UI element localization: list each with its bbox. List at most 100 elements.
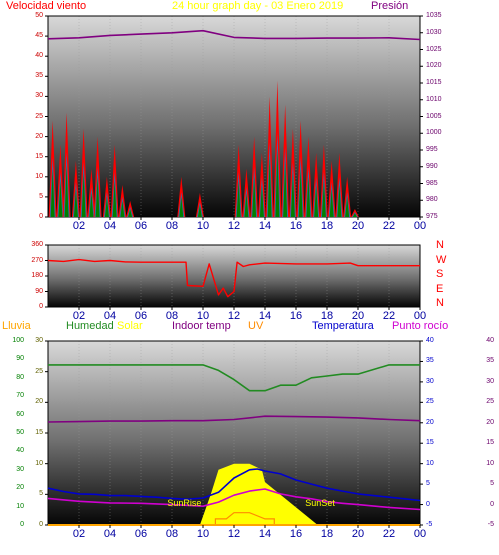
wind-average-bar bbox=[306, 176, 311, 217]
wind-chart-x-tick-label: 12 bbox=[227, 220, 241, 232]
pressure-y-tick-label: 1000 bbox=[426, 129, 442, 137]
humidity-chart-x-tick-label: 20 bbox=[351, 528, 365, 540]
pressure-y-tick-label: 995 bbox=[426, 146, 438, 153]
wind-average-bar bbox=[112, 180, 117, 217]
humidity-chart-x-tick-label: 04 bbox=[103, 528, 117, 540]
wind-average-bar bbox=[50, 168, 55, 217]
direction-chart-x-tick-label: 00 bbox=[413, 310, 427, 322]
wind-chart-x-tick-label: 18 bbox=[320, 220, 334, 232]
dew-y-tick-label: 40 bbox=[486, 337, 494, 344]
rain-y-tick-label: 60 bbox=[16, 410, 24, 418]
wind-average-bar bbox=[259, 184, 264, 217]
pressure-y-tick-label: 1005 bbox=[426, 112, 442, 120]
dew-y-tick-label: 0 bbox=[490, 500, 494, 508]
uv-line bbox=[214, 512, 275, 526]
wind-y-tick-label: 5 bbox=[39, 192, 43, 200]
dew-y-tick-label: 5 bbox=[490, 480, 494, 488]
pressure-y-tick-label: 985 bbox=[426, 179, 438, 187]
legend-rain: Lluvia bbox=[2, 320, 31, 332]
wind-y-tick-label: 35 bbox=[35, 72, 43, 80]
rain-y-tick-label: 20 bbox=[16, 484, 24, 492]
sunrise-annotation: SunRise bbox=[167, 498, 202, 508]
wind-average-bar bbox=[197, 204, 202, 217]
solar-y-tick-label: 5 bbox=[39, 490, 43, 498]
humidity-chart-x-tick-label: 22 bbox=[382, 528, 396, 540]
rain-y-tick-label: 80 bbox=[16, 373, 24, 381]
wind-average-bar bbox=[64, 164, 69, 217]
humidity-chart-x-tick-label: 08 bbox=[165, 528, 179, 540]
humidity-chart-x-tick-label: 00 bbox=[413, 528, 427, 540]
direction-chart-x-tick-label: 06 bbox=[134, 310, 148, 322]
wind-average-bar bbox=[345, 196, 350, 217]
direction-chart-x-tick-label: 16 bbox=[289, 310, 303, 322]
solar-y-tick-label: 25 bbox=[35, 367, 43, 375]
pressure-y-tick-label: 1035 bbox=[426, 12, 442, 19]
direction-y-tick-label: 360 bbox=[31, 241, 43, 248]
chart-title: 24 hour graph day - 03 Enero 2019 bbox=[172, 0, 344, 12]
solar-y-tick-label: 20 bbox=[35, 398, 43, 406]
humidity-chart-x-tick-label: 14 bbox=[258, 528, 272, 540]
wind-y-tick-label: 0 bbox=[39, 213, 43, 220]
direction-chart-x-tick-label: 14 bbox=[258, 310, 272, 322]
wind-average-bar bbox=[236, 180, 241, 217]
temp-y-tick-label: 30 bbox=[426, 377, 434, 385]
compass-label-n: N bbox=[436, 297, 444, 309]
rain-y-tick-label: 70 bbox=[16, 392, 24, 400]
wind-speed-label: Velocidad viento bbox=[6, 0, 87, 12]
dew-y-tick-label: 30 bbox=[486, 377, 494, 385]
humidity-chart-x-tick-label: 16 bbox=[289, 528, 303, 540]
wind-y-tick-label: 50 bbox=[35, 12, 43, 19]
wind-y-tick-label: 15 bbox=[35, 152, 43, 160]
pressure-line bbox=[47, 29, 421, 41]
legend-solar: Solar bbox=[117, 320, 143, 332]
humidity-chart-x-tick-label: 06 bbox=[134, 528, 148, 540]
compass-label-e: E bbox=[436, 282, 444, 295]
legend-humidity: Humedad bbox=[66, 320, 114, 332]
wind-average-bar bbox=[314, 184, 319, 217]
wind-average-bar bbox=[120, 200, 125, 217]
humidity-chart-x-tick-label: 10 bbox=[196, 528, 210, 540]
compass-label-w: W bbox=[436, 253, 447, 266]
legend-temperature: Temperatura bbox=[312, 320, 374, 332]
direction-chart-x-tick-label: 22 bbox=[382, 310, 396, 322]
compass-label-n: N bbox=[436, 239, 444, 251]
humidity-chart-x-tick-label: 12 bbox=[227, 528, 241, 540]
wind-average-bar bbox=[104, 196, 109, 217]
pressure-y-tick-label: 975 bbox=[426, 213, 438, 220]
humidity-chart-x-tick-label: 18 bbox=[320, 528, 334, 540]
wind-average-bar bbox=[179, 196, 184, 217]
pressure-y-tick-label: 980 bbox=[426, 196, 438, 204]
temp-y-tick-label: 0 bbox=[426, 500, 430, 508]
legend-indoor-temp: Indoor temp bbox=[172, 320, 231, 332]
dew-y-tick-label: 35 bbox=[486, 357, 494, 365]
rain-y-tick-label: 50 bbox=[16, 429, 24, 436]
direction-y-tick-label: 90 bbox=[35, 287, 43, 295]
wind-average-bar bbox=[329, 188, 334, 217]
legend-dew-point: Punto rocío bbox=[392, 320, 449, 332]
wind-direction-line bbox=[47, 258, 420, 298]
pressure-label: Presión bbox=[371, 0, 409, 12]
temp-y-tick-label: 40 bbox=[426, 337, 434, 344]
humidity-line bbox=[48, 364, 420, 392]
solar-y-tick-label: 30 bbox=[35, 337, 43, 344]
wind-average-bar bbox=[95, 176, 100, 217]
wind-chart-x-tick-label: 00 bbox=[413, 220, 427, 232]
wind-chart-x-tick-label: 02 bbox=[72, 220, 86, 232]
legend-uv: UV bbox=[248, 320, 264, 332]
wind-average-bar bbox=[244, 192, 249, 217]
rain-y-tick-label: 40 bbox=[16, 447, 24, 455]
compass-label-s: S bbox=[436, 268, 444, 280]
direction-chart-x-tick-label: 10 bbox=[196, 310, 210, 322]
wind-average-bar bbox=[275, 148, 280, 217]
dew-y-tick-label: 20 bbox=[486, 418, 494, 426]
rain-y-tick-label: 0 bbox=[20, 521, 24, 528]
solar-y-tick-label: 15 bbox=[35, 429, 43, 436]
wind-average-bar bbox=[337, 184, 342, 217]
temp-y-tick-label: 15 bbox=[426, 439, 434, 447]
dew-y-tick-label: 10 bbox=[486, 459, 494, 467]
wind-chart-x-tick-label: 14 bbox=[258, 220, 272, 232]
direction-chart-x-tick-label: 18 bbox=[320, 310, 334, 322]
solar-area bbox=[199, 463, 318, 525]
wind-average-bar bbox=[298, 168, 303, 217]
